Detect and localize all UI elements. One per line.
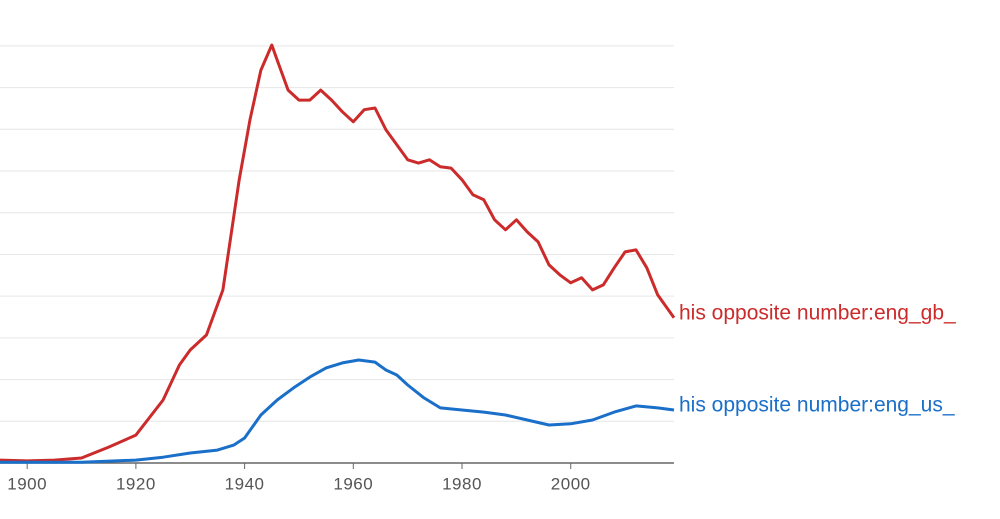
x-tick-label: 2000 xyxy=(551,474,591,493)
x-tick-label: 1940 xyxy=(225,474,265,493)
series-label: his opposite number:eng_us_ xyxy=(679,394,955,417)
x-tick-label: 1920 xyxy=(116,474,156,493)
x-tick-label: 1960 xyxy=(333,474,373,493)
x-tick-label: 1900 xyxy=(7,474,47,493)
series-line xyxy=(0,43,676,463)
x-tick-label: 1980 xyxy=(442,474,482,493)
series-line xyxy=(0,358,675,464)
series-label: his opposite number:eng_gb_ xyxy=(679,301,956,324)
